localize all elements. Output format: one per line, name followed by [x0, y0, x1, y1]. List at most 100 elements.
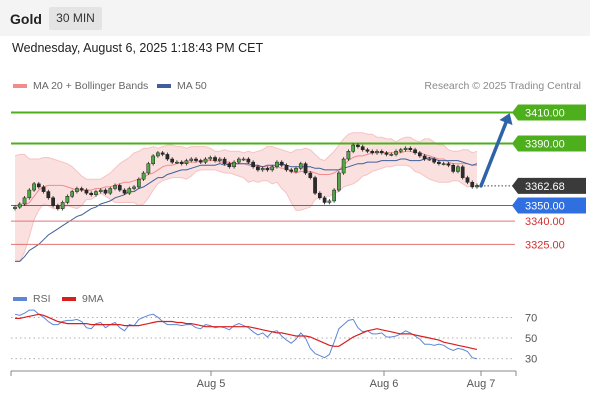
candle-up — [441, 163, 446, 165]
candle-down — [322, 197, 327, 203]
candle-down — [446, 163, 451, 166]
candle-down — [265, 168, 270, 171]
candle-up — [332, 189, 336, 202]
candle-down — [313, 177, 317, 194]
candle-down — [222, 158, 227, 164]
candle-down — [470, 182, 475, 188]
candle-up — [75, 188, 79, 192]
datetime-label: Wednesday, August 6, 2025 1:18:43 PM CET — [12, 41, 264, 55]
candle-down — [122, 189, 127, 194]
last-price-tag — [512, 177, 586, 194]
ma50-line — [15, 156, 478, 262]
candle-up — [146, 163, 151, 174]
candle-down — [465, 177, 470, 183]
candle-up — [151, 155, 155, 164]
candle-up — [17, 203, 22, 208]
candle-down — [179, 161, 184, 164]
candle-down — [356, 144, 360, 147]
bollinger-band-area — [15, 132, 477, 262]
rsi-swatch-icon — [13, 297, 27, 301]
candle-up — [189, 158, 194, 161]
legend-bollinger: MA 20 + Bollinger Bands — [13, 80, 148, 92]
candle-up — [113, 185, 117, 189]
legend-rsi-ma: 9MA — [62, 293, 104, 305]
candle-down — [103, 189, 108, 194]
chart-header: Gold 30 MIN — [0, 0, 590, 36]
candle-up — [398, 149, 403, 152]
candle-up — [127, 188, 132, 194]
candle-down — [437, 161, 441, 164]
candle-up — [337, 172, 341, 191]
candle-up — [156, 152, 160, 157]
candle-down — [365, 149, 370, 152]
candle-down — [308, 172, 313, 178]
candle-up — [260, 168, 265, 171]
legend-ma50: MA 50 — [157, 80, 207, 92]
credit-label: Research © 2025 Trading Central — [424, 80, 581, 92]
candle-up — [341, 158, 346, 174]
candle-down — [198, 160, 203, 163]
candle-up — [327, 200, 332, 203]
legend-rsi-ma-label: 9MA — [82, 293, 104, 305]
candle-up — [184, 160, 189, 164]
candle-up — [232, 161, 236, 168]
time-axis-label: Aug 6 — [370, 378, 399, 390]
candle-down — [213, 157, 217, 161]
bollinger-swatch-icon — [13, 84, 27, 88]
candle-up — [203, 158, 208, 163]
rsi-panel: 70 50 30 — [11, 309, 537, 366]
candle-down — [379, 151, 384, 154]
instrument-title: Gold — [10, 11, 42, 27]
candle-up — [141, 172, 146, 180]
candle-up — [294, 168, 298, 172]
candle-down — [194, 158, 198, 161]
candle-up — [217, 158, 222, 161]
candle-up — [108, 188, 113, 194]
level-tag-pivot — [512, 197, 586, 214]
forecast-arrow — [479, 120, 508, 188]
candle-up — [298, 163, 303, 169]
time-axis: Aug 5 Aug 6 Aug 7 — [10, 370, 517, 390]
candle-down — [165, 154, 170, 160]
candle-down — [256, 166, 260, 171]
legend-rsi-label: RSI — [33, 293, 51, 305]
candle-down — [79, 188, 84, 191]
candle-down — [117, 185, 122, 191]
candle-up — [241, 158, 246, 161]
rsi-tick-label: 70 — [525, 312, 537, 324]
candle-down — [413, 149, 417, 154]
time-axis-label: Aug 7 — [467, 378, 496, 390]
candle-up — [375, 151, 379, 154]
candle-up — [94, 191, 98, 195]
rsi-tick-label: 30 — [525, 354, 537, 366]
candle-down — [56, 205, 60, 209]
timeframe-badge[interactable]: 30 MIN — [49, 7, 102, 30]
candle-down — [360, 146, 365, 150]
candle-up — [456, 166, 460, 172]
candle-down — [317, 192, 322, 199]
candle-up — [175, 161, 179, 164]
level-label: 3390.00 — [525, 139, 565, 151]
candle-down — [170, 158, 175, 163]
legend-ma50-label: MA 50 — [177, 80, 207, 92]
candle-down — [251, 161, 255, 168]
candle-up — [275, 161, 279, 168]
candle-up — [136, 178, 141, 188]
legend-rsi: RSI — [13, 293, 51, 305]
candle-down — [460, 166, 465, 178]
candle-down — [284, 164, 289, 171]
level-label: 3350.00 — [525, 201, 565, 213]
candle-down — [451, 164, 456, 172]
candle-down — [246, 158, 251, 163]
level-label: 3410.00 — [525, 108, 565, 120]
candle-up — [427, 158, 432, 161]
candle-down — [289, 169, 294, 172]
candle-up — [346, 151, 351, 160]
level-tag-resistance — [512, 104, 586, 121]
bollinger-lower-line — [14, 164, 478, 263]
ma50-swatch-icon — [157, 84, 171, 88]
forecast-arrow-head-icon — [499, 113, 513, 126]
candle-down — [51, 197, 55, 206]
rsi-ma-swatch-icon — [62, 297, 76, 301]
